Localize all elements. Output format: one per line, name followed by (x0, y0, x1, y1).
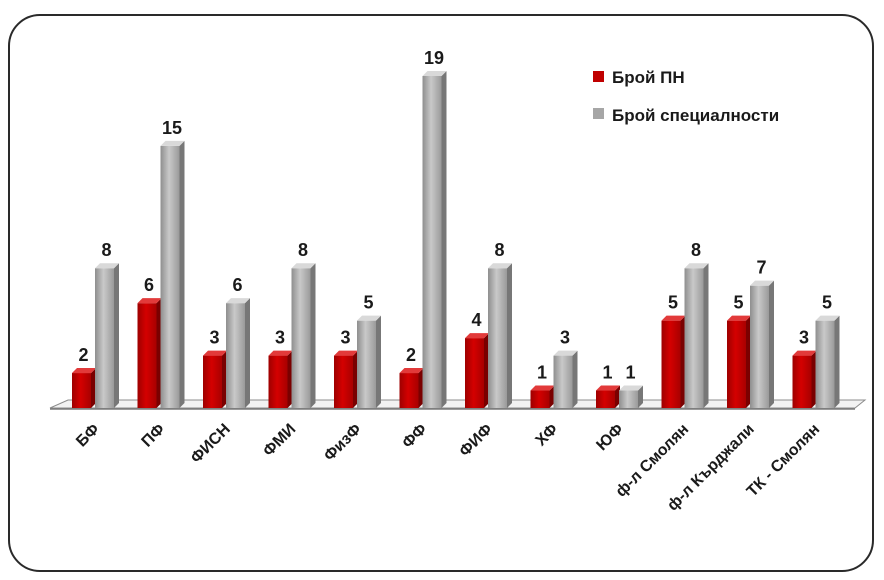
bar-pn-0 (72, 368, 96, 408)
legend-swatch-series-1 (593, 108, 604, 119)
bar-specialnosti-4 (357, 315, 381, 408)
bar-specialnosti-3 (291, 263, 316, 408)
value-label-0-6: 4 (471, 310, 481, 330)
bar-pn-1 (137, 298, 162, 408)
value-label-1-1: 15 (162, 118, 182, 138)
category-label-3: ФМИ (260, 421, 299, 460)
bar-specialnosti-9 (684, 263, 709, 408)
bar-specialnosti-6 (488, 263, 512, 408)
bar-specialnosti-1 (160, 140, 185, 409)
value-label-0-0: 2 (78, 345, 88, 365)
floor-plane (49, 399, 867, 409)
bar-pn-7 (530, 385, 555, 408)
value-label-1-8: 1 (625, 363, 635, 383)
chart-floor (49, 399, 867, 410)
category-label-0: БФ (73, 421, 103, 451)
bar-specialnosti-0 (95, 263, 119, 408)
bar-pn-4 (334, 350, 358, 408)
bar-pn-2 (203, 350, 227, 408)
value-label-0-5: 2 (406, 345, 416, 365)
bar-pn-5 (399, 368, 424, 408)
value-label-0-1: 6 (144, 275, 154, 295)
category-label-7: ХФ (533, 421, 562, 450)
bar-pn-6 (465, 333, 489, 408)
category-label-5: ФФ (399, 421, 430, 452)
value-label-0-9: 5 (668, 293, 678, 313)
value-label-1-0: 8 (101, 240, 111, 260)
bar-pn-3 (268, 350, 293, 408)
legend-swatch-series-0 (593, 71, 604, 82)
category-label-6: ФИФ (456, 421, 496, 461)
bar-pn-8 (596, 385, 620, 408)
value-label-0-10: 5 (733, 293, 743, 313)
value-label-1-4: 5 (363, 293, 373, 313)
bar-specialnosti-7 (553, 350, 578, 408)
category-label-2: ФИСН (188, 421, 234, 467)
bar-specialnosti-8 (619, 385, 643, 408)
bar-specialnosti-5 (422, 71, 447, 408)
value-label-1-11: 5 (822, 293, 832, 313)
value-label-1-5: 19 (424, 48, 444, 68)
bar-specialnosti-11 (815, 315, 840, 408)
bars-group (72, 71, 840, 409)
value-label-1-9: 8 (691, 240, 701, 260)
value-label-0-2: 3 (209, 328, 219, 348)
category-label-4: ФизФ (321, 421, 365, 465)
bar-pn-9 (661, 315, 686, 408)
value-label-0-3: 3 (275, 328, 285, 348)
bar-specialnosti-2 (226, 298, 250, 408)
value-label-1-3: 8 (298, 240, 308, 260)
legend: Брой ПН Брой специалности (593, 68, 779, 125)
value-label-0-11: 3 (799, 328, 809, 348)
value-label-1-10: 7 (756, 258, 766, 278)
value-label-0-7: 1 (537, 363, 547, 383)
value-label-0-8: 1 (602, 363, 612, 383)
value-label-1-2: 6 (232, 275, 242, 295)
bar-pn-10 (727, 315, 751, 408)
bar-specialnosti-10 (750, 280, 774, 408)
value-label-1-7: 3 (560, 328, 570, 348)
category-label-1: ПФ (139, 421, 169, 451)
value-label-0-4: 3 (340, 328, 350, 348)
legend-label-series-1: Брой специалности (612, 106, 779, 125)
bar-pn-11 (792, 350, 817, 408)
category-label-8: ЮФ (593, 421, 627, 455)
legend-label-series-0: Брой ПН (612, 68, 685, 87)
value-label-1-6: 8 (494, 240, 504, 260)
